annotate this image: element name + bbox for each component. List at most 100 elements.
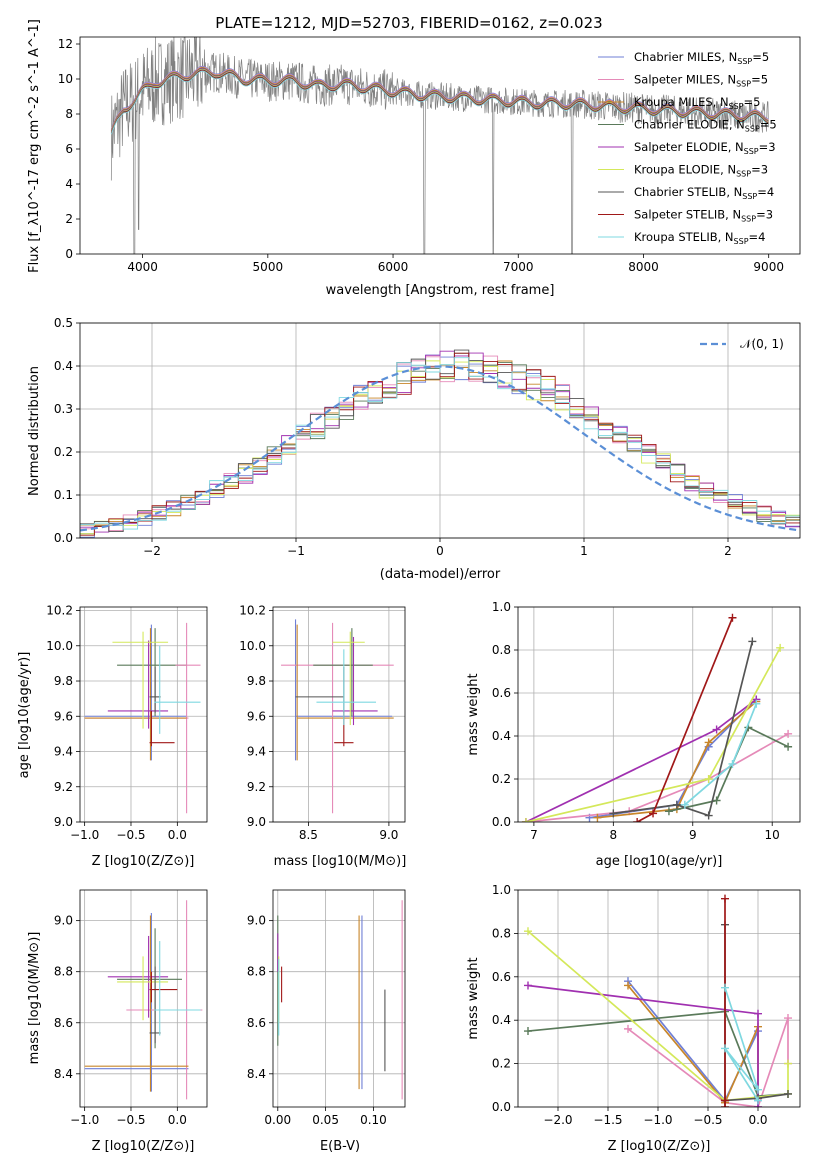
x-tick-label: 9	[689, 828, 697, 842]
legend-label-sub: SSP	[736, 170, 751, 179]
x-tick-label: 0.05	[312, 1113, 339, 1127]
x-tick-label: −1.0	[70, 1113, 99, 1127]
x-tick-label: −0.5	[116, 1113, 145, 1127]
y-tick-label: 0.2	[492, 772, 511, 786]
x-tick-label: 8.5	[299, 828, 318, 842]
legend-label-sub: SSP	[742, 192, 757, 201]
y-tick-label: 10	[58, 72, 73, 86]
legend-label-main: Chabrier ELODIE, N	[634, 118, 745, 132]
x-tick-label: −1.5	[593, 1113, 622, 1127]
legend-label-chabrier_miles: Chabrier MILES, NSSP=5	[634, 50, 769, 66]
legend-label-main: Salpeter ELODIE, N	[634, 140, 744, 154]
x-tick-label: 0.0	[168, 1113, 187, 1127]
x-tick-label: 7000	[503, 260, 534, 274]
panel-residuals: −2 −1 0 1 2 0.0 0.1 0.2 0.3 0.4 0.5 𝒩(0, 1)	[54, 316, 801, 558]
marker-salpeter_elodie	[754, 1009, 762, 1018]
point-salpeter_stelib	[149, 710, 175, 747]
legend-label-salpeter_stelib: Salpeter STELIB, NSSP=3	[634, 208, 773, 224]
legend-label-end: =5	[744, 95, 761, 109]
panel-massweight_vs_Z: −2.0 −1.5 −1.0 −0.5 0.0 0.0 0.2 0.4 0.6 0.8 1.0	[492, 883, 801, 1127]
point-kroupa_stelib	[316, 649, 377, 726]
legend-label-main: Kroupa MILES, N	[634, 95, 729, 109]
x-tick-label: 0.10	[360, 1113, 387, 1127]
x-axis-label: mass [log10(M/M⊙)]	[274, 854, 407, 869]
legend-label-main: Kroupa ELODIE, N	[634, 163, 736, 177]
y-tick-label: 9.0	[54, 815, 73, 829]
axes-frame	[79, 889, 208, 1108]
y-tick-label: 1.0	[492, 883, 511, 897]
marker-chabrier_elodie	[784, 742, 793, 751]
line-chabrier_stelib	[613, 641, 754, 817]
legend-label-end: =5	[760, 118, 777, 132]
legend-label-kroupa_miles: Kroupa MILES, NSSP=5	[634, 95, 760, 111]
legend-label-end: =3	[759, 140, 776, 154]
x-tick-label: 0.00	[264, 1113, 291, 1127]
y-tick-label: 9.4	[54, 745, 73, 759]
normal-curve	[80, 365, 800, 532]
panel-age_vs_Z: −1.0 −0.5 0.0 9.0 9.2 9.4 9.6 9.8 10.0 10.2	[46, 604, 208, 842]
legend-label-main: Chabrier MILES, N	[634, 50, 737, 64]
axes-frame	[79, 606, 208, 823]
x-tick-label: −1	[287, 544, 305, 558]
x-tick-label: −2.0	[543, 1113, 572, 1127]
y-tick-label: 0.5	[54, 316, 73, 330]
panel-spectrum: 4000 5000 6000 7000 8000 9000 0 2 4 6 8 10 12 Chabrie…	[58, 36, 801, 274]
point-kroupa_elodie	[117, 956, 169, 1021]
legend-label-sub: SSP	[745, 125, 760, 134]
gridlines	[273, 890, 405, 1107]
panel-massweight_vs_age: 7 8 9 10 0.0 0.2 0.4 0.6 0.8 1.0	[492, 600, 801, 842]
y-axis-label: mass [log10(M/M⊙)]	[27, 932, 42, 1065]
x-tick-label: 0.0	[168, 828, 187, 842]
marker-kroupa_stelib	[728, 759, 737, 768]
y-tick-label: 8.6	[247, 1016, 266, 1030]
y-tick-label: 9.0	[247, 815, 266, 829]
legend-label-sub: SSP	[734, 237, 749, 246]
marker-kroupa_elodie	[776, 643, 785, 652]
point-chabrier_stelib	[295, 666, 345, 713]
line-salpeter_miles	[525, 733, 789, 822]
x-tick-label: 0	[436, 544, 444, 558]
marker-kroupa_elodie	[784, 1059, 792, 1068]
gridlines	[518, 606, 800, 823]
axes-frame	[517, 889, 801, 1108]
y-tick-label: 0.6	[492, 970, 511, 984]
line-chabrier_stelib	[724, 924, 789, 1102]
y-tick-label: 9.8	[247, 674, 266, 688]
point-kroupa_miles	[84, 628, 187, 761]
y-tick-label: 2	[65, 212, 73, 226]
y-tick-label: 8	[65, 107, 73, 121]
x-tick-label: 8	[610, 828, 618, 842]
model-line-chabrier_stelib	[110, 69, 769, 134]
y-tick-label: 0	[65, 247, 73, 261]
marker-kroupa_elodie	[521, 818, 530, 822]
panel-mass_vs_Z: −1.0 −0.5 0.0 8.4 8.6 8.8 9.0	[54, 889, 208, 1127]
line-kroupa_elodie	[525, 647, 781, 822]
marker-salpeter_stelib	[633, 818, 642, 822]
marker-chabrier_elodie	[524, 1027, 532, 1036]
point-kroupa_miles	[296, 624, 394, 761]
point-chabrier_elodie	[313, 628, 373, 717]
marker-kroupa_elodie	[704, 775, 713, 783]
y-tick-label: 10.2	[239, 604, 266, 618]
x-tick-label: −0.5	[693, 1113, 722, 1127]
y-tick-label: 0.4	[492, 729, 511, 743]
marker-chabrier_elodie	[712, 796, 721, 805]
x-tick-label: 4000	[127, 260, 158, 274]
legend-label-end: =3	[756, 208, 773, 222]
x-axis-label: Z [log10(Z/Z⊙)]	[92, 1139, 195, 1154]
x-tick-label: 10	[765, 828, 780, 842]
legend-label-normal: 𝒩(0, 1)	[740, 337, 784, 351]
axes-frame	[79, 322, 801, 539]
marker-salpeter_elodie	[712, 725, 721, 734]
legend-label-main: Kroupa STELIB, N	[634, 230, 734, 244]
axes-frame	[517, 606, 801, 823]
marker-kroupa_stelib	[721, 983, 729, 992]
y-tick-label: 9.0	[247, 914, 266, 928]
line-chabrier_miles	[627, 980, 759, 1103]
y-tick-label: 9.6	[247, 709, 266, 723]
y-tick-label: 8.8	[54, 965, 73, 979]
marker-salpeter_stelib	[649, 809, 658, 818]
histogram-kroupa_stelib	[80, 357, 800, 538]
y-tick-label: 0.0	[492, 1100, 511, 1114]
